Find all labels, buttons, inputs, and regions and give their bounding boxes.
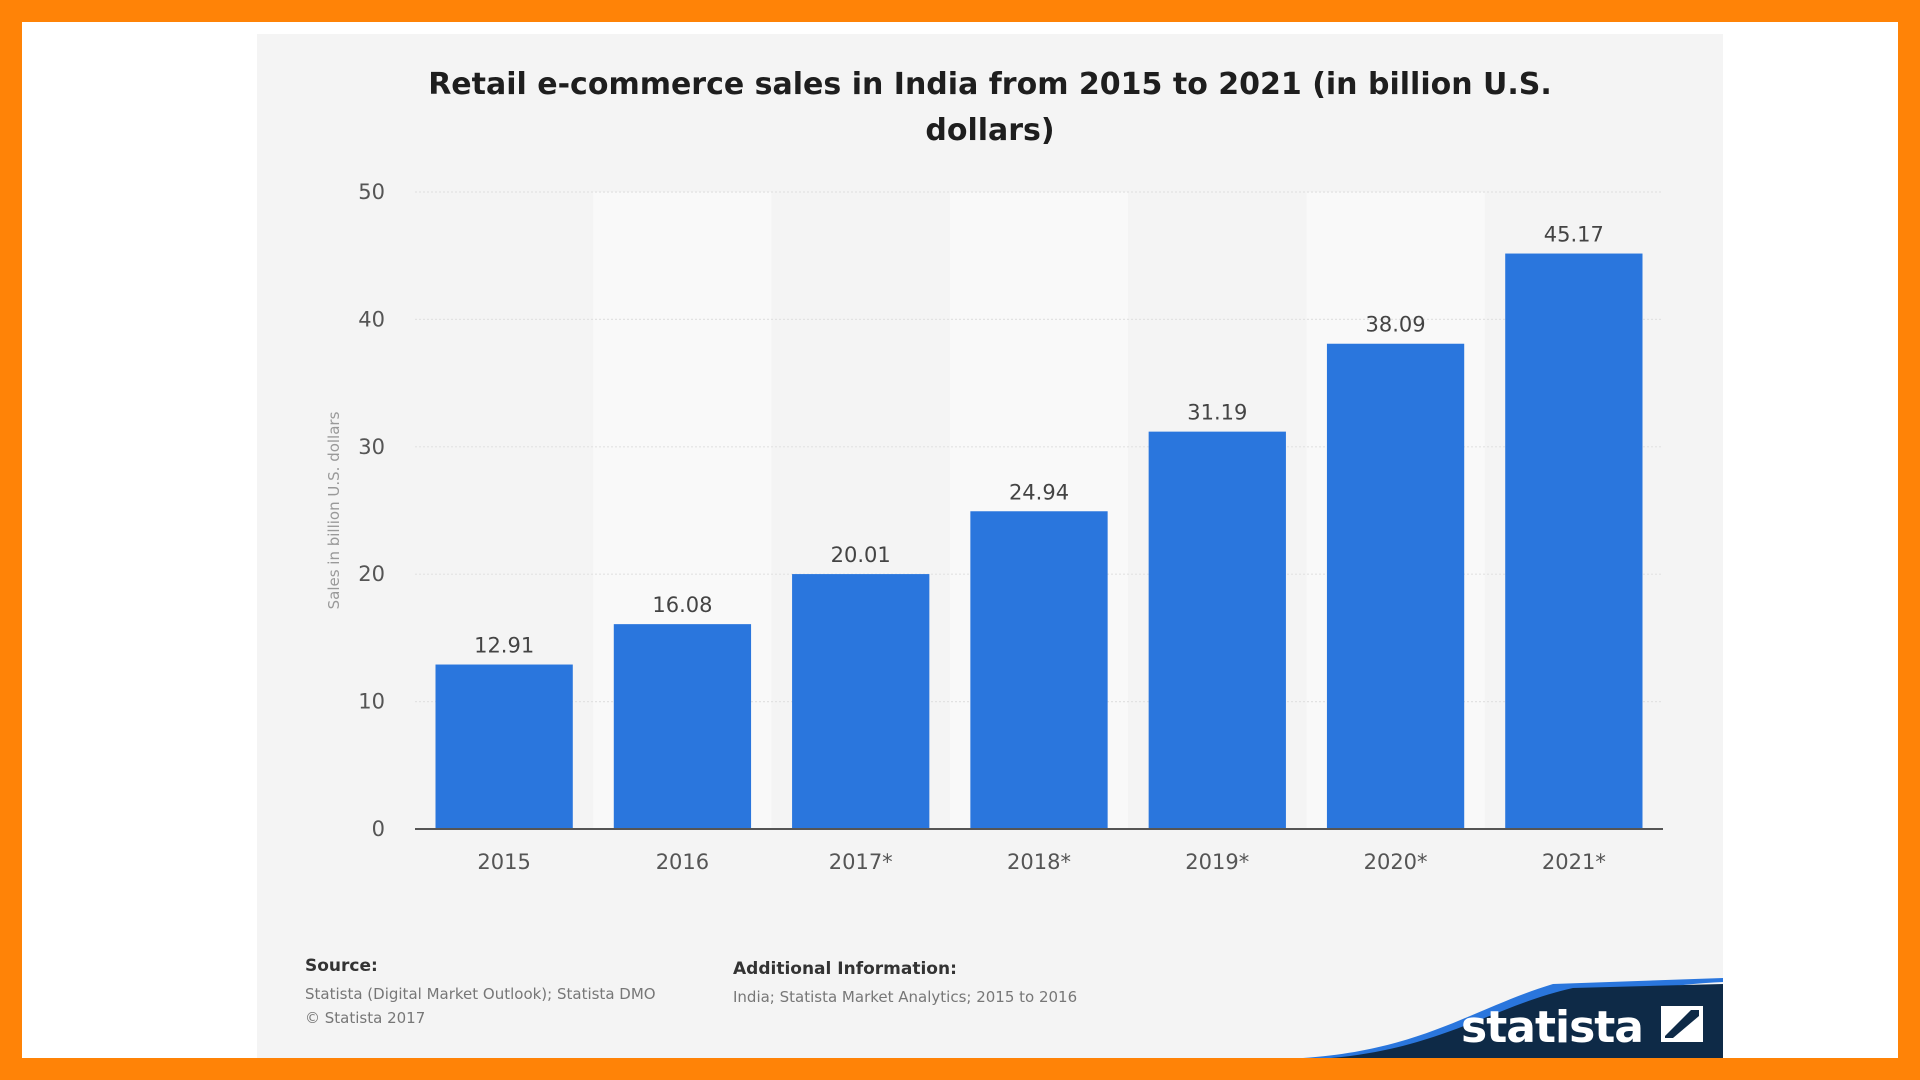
bar [1326, 343, 1465, 829]
x-tick-label: 2016 [656, 850, 709, 874]
source-line-1: Statista (Digital Market Outlook); Stati… [305, 985, 656, 1003]
y-tick-label: 30 [358, 435, 385, 459]
x-tick-label: 2018* [1007, 850, 1071, 874]
y-tick-label: 50 [358, 180, 385, 204]
statista-logo[interactable]: statista [1303, 978, 1723, 1058]
source-heading: Source: [305, 956, 378, 976]
y-tick-label: 10 [358, 690, 385, 714]
chart-title-line-2: dollars) [925, 113, 1055, 148]
bar [613, 624, 752, 829]
chart-title: Retail e-commerce sales in India from 20… [257, 62, 1723, 154]
bar [792, 574, 930, 829]
logo-swoosh [1303, 978, 1723, 1058]
chart-title-line-1: Retail e-commerce sales in India from 20… [428, 67, 1552, 102]
bar [1148, 431, 1286, 829]
data-label: 12.91 [474, 634, 534, 658]
additional-info-block: Additional Information: India; Statista … [733, 959, 1077, 1009]
data-label: 38.09 [1366, 313, 1426, 337]
y-tick-label: 40 [358, 307, 385, 331]
statista-mark-icon [1661, 1006, 1703, 1042]
data-label: 24.94 [1009, 480, 1069, 504]
x-tick-label: 2017* [829, 850, 893, 874]
bar-chart: 0 10 20 30 40 50 Sales in billion U.S. dollars… [325, 180, 1663, 874]
x-tick-label: 2015 [477, 850, 530, 874]
source-line-2: © Statista 2017 [305, 1009, 426, 1027]
y-tick-label: 0 [372, 817, 385, 841]
bar [970, 511, 1108, 829]
x-tick-label: 2019* [1185, 850, 1249, 874]
data-label: 31.19 [1187, 401, 1247, 425]
y-tick-label: 20 [358, 562, 385, 586]
data-label: 45.17 [1544, 223, 1604, 247]
additional-info-heading: Additional Information: [733, 959, 957, 979]
data-label: 16.08 [652, 593, 712, 617]
x-tick-label: 2021* [1542, 850, 1606, 874]
y-axis-label: Sales in billion U.S. dollars [325, 411, 343, 609]
x-tick-label: 2020* [1364, 850, 1428, 874]
additional-info-text: India; Statista Market Analytics; 2015 t… [733, 988, 1078, 1006]
chart-card: Retail e-commerce sales in India from 20… [257, 34, 1723, 1058]
bar [435, 664, 573, 829]
data-label: 20.01 [831, 543, 891, 567]
source-block: Source: Statista (Digital Market Outlook… [305, 956, 656, 1030]
logo-wordmark: statista [1461, 1002, 1644, 1053]
bar [1505, 253, 1643, 830]
